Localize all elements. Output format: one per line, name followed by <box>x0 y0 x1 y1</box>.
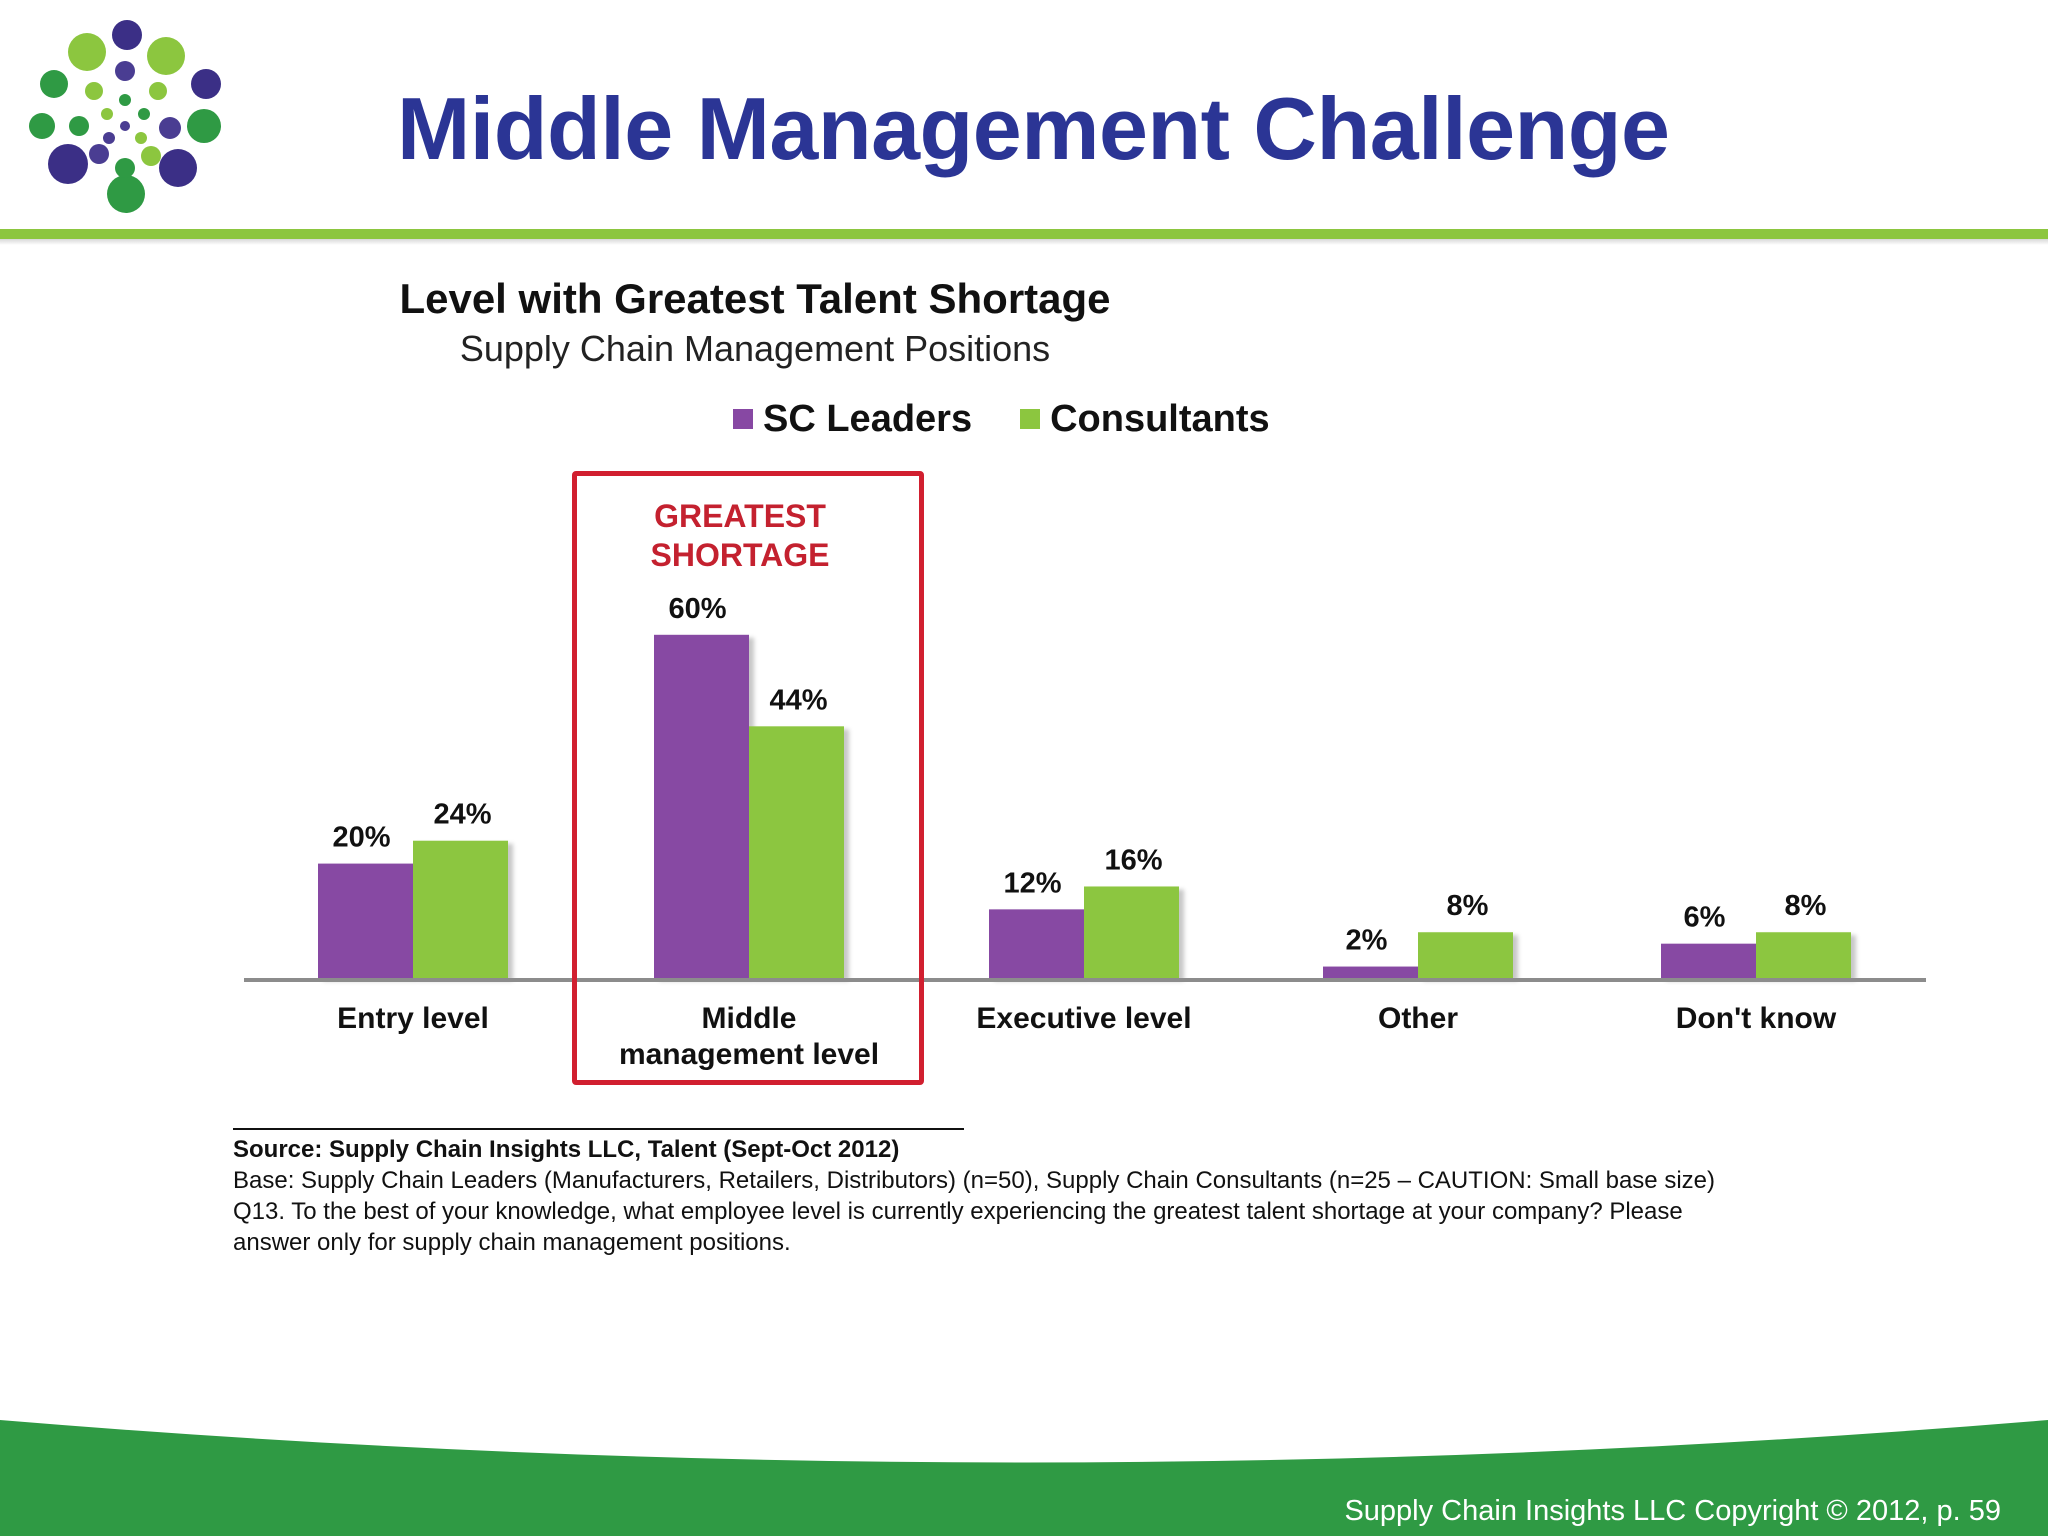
legend-label-sc-leaders: SC Leaders <box>763 397 973 440</box>
data-label-sc-leaders-executive-level: 12% <box>1003 867 1061 899</box>
greatest-shortage-highlight-box <box>572 471 924 1085</box>
slide-title: Middle Management Challenge <box>397 79 1670 178</box>
bar-sc-leaders-executive-level <box>989 909 1084 978</box>
question-line-continued: answer only for supply chain management … <box>233 1229 791 1256</box>
bar-consultants-entry-level <box>413 840 508 978</box>
annotation-line-1: GREATEST <box>654 498 826 534</box>
base-line: Base: Supply Chain Leaders (Manufacturer… <box>233 1167 1715 1194</box>
footer-band <box>0 1420 2048 1536</box>
data-label-consultants-middle-management-level: 44% <box>769 684 827 716</box>
data-label-consultants-entry-level: 24% <box>433 799 491 831</box>
legend-label-consultants: Consultants <box>1050 397 1270 440</box>
bar-sc-leaders-entry-level <box>318 863 413 978</box>
x-tick-label-other: Other <box>1378 1002 1458 1035</box>
question-line: Q13. To the best of your knowledge, what… <box>233 1198 1683 1225</box>
legend-item-sc-leaders: SC Leaders <box>733 398 972 441</box>
legend-item-consultants: Consultants <box>1020 398 1270 441</box>
bar-consultants-executive-level <box>1084 886 1179 978</box>
data-label-consultants-other: 8% <box>1447 890 1489 922</box>
greatest-shortage-annotation: GREATEST SHORTAGE <box>572 497 908 575</box>
source-divider <box>233 1128 964 1130</box>
x-tick-label-middle-management-level-line-1: Middle <box>702 1002 797 1035</box>
header-divider <box>0 229 2048 239</box>
footer-copyright: Supply Chain Insights LLC Copyright © 20… <box>1344 1495 2001 1527</box>
source-notes: Source: Supply Chain Insights LLC, Talen… <box>233 1128 1873 1258</box>
bar-chart: 20% 24% Entry level 60% 44% Middlemanagement … <box>244 593 1926 1071</box>
bar-sc-leaders-middle-management-level <box>654 634 749 978</box>
x-tick-label-middle-management-level-line-2: management level <box>619 1038 879 1071</box>
data-label-consultants-executive-level: 16% <box>1104 844 1162 876</box>
bar-consultants-other <box>1418 932 1513 978</box>
bar-consultants-middle-management-level <box>749 726 844 978</box>
company-logo <box>29 20 221 213</box>
chart-title: Level with Greatest Talent Shortage <box>399 275 1111 322</box>
x-tick-label-don-t-know: Don't know <box>1676 1002 1837 1035</box>
data-label-sc-leaders-other: 2% <box>1346 925 1388 957</box>
data-label-sc-leaders-entry-level: 20% <box>332 822 390 854</box>
bar-sc-leaders-don-t-know <box>1661 943 1756 978</box>
bar-sc-leaders-other <box>1323 966 1418 978</box>
data-label-sc-leaders-middle-management-level: 60% <box>668 593 726 625</box>
annotation-line-2: SHORTAGE <box>650 537 830 573</box>
header-divider-shadow <box>0 239 2048 245</box>
chart-legend: SC Leaders Consultants <box>733 397 1318 441</box>
chart-subtitle: Supply Chain Management Positions <box>459 328 1051 369</box>
data-label-sc-leaders-don-t-know: 6% <box>1684 902 1726 934</box>
x-tick-label-executive-level: Executive level <box>976 1002 1191 1035</box>
legend-swatch-sc-leaders <box>733 409 753 429</box>
bar-consultants-don-t-know <box>1756 932 1851 978</box>
data-label-consultants-don-t-know: 8% <box>1785 890 1827 922</box>
legend-swatch-consultants <box>1020 409 1041 429</box>
x-tick-label-entry-level: Entry level <box>337 1002 489 1035</box>
source-line: Source: Supply Chain Insights LLC, Talen… <box>233 1136 900 1163</box>
